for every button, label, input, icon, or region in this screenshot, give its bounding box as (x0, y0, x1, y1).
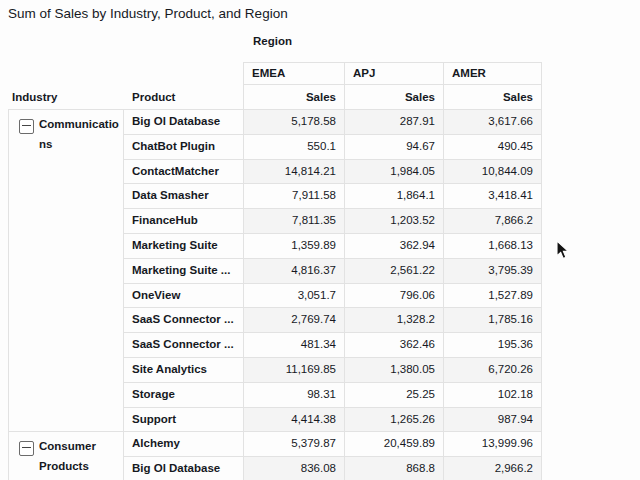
column-field-label: Region (253, 35, 292, 47)
sales-value-cell: 796.06 (344, 284, 443, 309)
sales-value-cell: 3,418.41 (443, 184, 542, 209)
product-cell: Big Ol Database (123, 110, 243, 135)
sales-value-cell: 3,795.39 (443, 259, 542, 284)
sales-value-cell: 836.08 (243, 457, 344, 480)
measure-header[interactable]: Sales (243, 85, 344, 110)
sales-value-cell: 1,864.1 (344, 184, 443, 209)
product-cell: ChatBot Plugin (123, 135, 243, 160)
sales-value-cell: 3,617.66 (443, 110, 542, 135)
product-cell: Storage (123, 383, 243, 408)
product-cell: Alchemy (123, 432, 243, 457)
sales-value-cell: 3,051.7 (243, 284, 344, 309)
sales-value-cell: 7,911.58 (243, 184, 344, 209)
sales-value-cell: 2,561.22 (344, 259, 443, 284)
sales-value-cell: 1,785.16 (443, 308, 542, 333)
sales-value-cell: 1,668.13 (443, 234, 542, 259)
sales-value-cell: 7,866.2 (443, 209, 542, 234)
pivot-table: EMEAAPJAMERIndustryProductSalesSalesSale… (8, 62, 542, 480)
measure-header[interactable]: Sales (443, 85, 542, 110)
product-cell: Marketing Suite (123, 234, 243, 259)
product-cell: FinanceHub (123, 209, 243, 234)
column-header-amer[interactable]: AMER (443, 62, 542, 85)
sales-value-cell: 5,379.87 (243, 432, 344, 457)
product-cell: Big Ol Database (123, 457, 243, 480)
sales-value-cell: 98.31 (243, 383, 344, 408)
sales-value-cell: 362.94 (344, 234, 443, 259)
row-header-industry[interactable]: Industry (8, 85, 123, 110)
industry-group-cell: Communications (8, 110, 123, 432)
product-cell: Data Smasher (123, 184, 243, 209)
sales-value-cell: 1,359.89 (243, 234, 344, 259)
industry-label: Communications (39, 113, 119, 154)
product-cell: Marketing Suite ... (123, 259, 243, 284)
sales-value-cell: 195.36 (443, 333, 542, 358)
sales-value-cell: 10,844.09 (443, 160, 542, 185)
row-header-product[interactable]: Product (123, 85, 243, 110)
sales-value-cell: 4,816.37 (243, 259, 344, 284)
sales-value-cell: 287.91 (344, 110, 443, 135)
industry-group-cell: Consumer Products (8, 432, 123, 480)
header-spacer (8, 62, 243, 85)
sales-value-cell: 1,328.2 (344, 308, 443, 333)
product-cell: Site Analytics (123, 358, 243, 383)
product-cell: ContactMatcher (123, 160, 243, 185)
sales-value-cell: 868.8 (344, 457, 443, 480)
sales-value-cell: 102.18 (443, 383, 542, 408)
sales-value-cell: 1,380.05 (344, 358, 443, 383)
product-cell: OneView (123, 284, 243, 309)
mouse-cursor-icon (556, 240, 570, 260)
industry-label: Consumer Products (39, 435, 119, 476)
sales-value-cell: 25.25 (344, 383, 443, 408)
sales-value-cell: 481.34 (243, 333, 344, 358)
sales-value-cell: 2,966.2 (443, 457, 542, 480)
sales-value-cell: 14,814.21 (243, 160, 344, 185)
sales-value-cell: 4,414.38 (243, 408, 344, 433)
sales-value-cell: 20,459.89 (344, 432, 443, 457)
sales-value-cell: 13,999.96 (443, 432, 542, 457)
sales-value-cell: 362.46 (344, 333, 443, 358)
sales-value-cell: 987.94 (443, 408, 542, 433)
sales-value-cell: 550.1 (243, 135, 344, 160)
column-header-emea[interactable]: EMEA (243, 62, 344, 85)
product-cell: SaaS Connector ... (123, 333, 243, 358)
visual-title: Sum of Sales by Industry, Product, and R… (8, 6, 288, 21)
sales-value-cell: 6,720.26 (443, 358, 542, 383)
sales-value-cell: 1,265.26 (344, 408, 443, 433)
sales-value-cell: 1,203.52 (344, 209, 443, 234)
sales-value-cell: 1,527.89 (443, 284, 542, 309)
product-cell: SaaS Connector ... (123, 308, 243, 333)
sales-value-cell: 490.45 (443, 135, 542, 160)
sales-value-cell: 11,169.85 (243, 358, 344, 383)
product-cell: Support (123, 408, 243, 433)
sales-value-cell: 1,984.05 (344, 160, 443, 185)
collapse-icon[interactable] (19, 119, 34, 134)
sales-value-cell: 5,178.58 (243, 110, 344, 135)
sales-value-cell: 7,811.35 (243, 209, 344, 234)
collapse-icon[interactable] (19, 441, 34, 456)
sales-value-cell: 2,769.74 (243, 308, 344, 333)
sales-value-cell: 94.67 (344, 135, 443, 160)
column-header-apj[interactable]: APJ (344, 62, 443, 85)
measure-header[interactable]: Sales (344, 85, 443, 110)
